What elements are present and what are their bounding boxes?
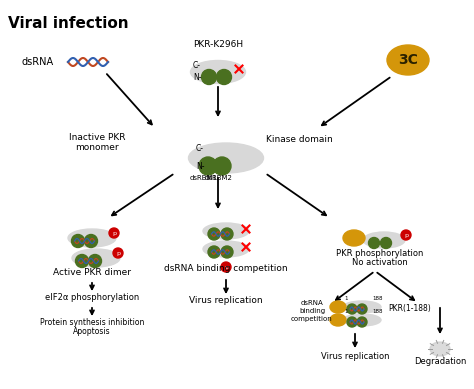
Text: dsRBM2: dsRBM2 [205,175,233,181]
Ellipse shape [387,45,429,75]
Circle shape [199,157,217,175]
Text: Apoptosis: Apoptosis [73,327,111,336]
Ellipse shape [191,61,246,84]
Circle shape [221,228,233,240]
Text: N-: N- [196,161,204,170]
Circle shape [208,228,220,240]
Ellipse shape [343,301,381,313]
Text: p: p [112,231,116,235]
Ellipse shape [203,223,249,239]
Text: binding: binding [299,308,325,314]
Text: Active PKR dimer: Active PKR dimer [53,268,131,277]
Circle shape [72,235,84,247]
Text: Virus replication: Virus replication [189,296,263,305]
Ellipse shape [189,143,264,173]
Text: PKR-K296H: PKR-K296H [193,40,243,49]
Text: dsRBM1: dsRBM1 [190,175,218,181]
Circle shape [347,317,357,327]
Text: 3C: 3C [398,53,418,67]
Ellipse shape [330,301,346,313]
Text: No activation: No activation [352,258,408,267]
Circle shape [84,235,98,247]
Circle shape [221,246,233,258]
Text: PKR(1-188): PKR(1-188) [388,304,431,313]
Text: 1: 1 [344,309,348,314]
Text: C-: C- [196,144,204,152]
Circle shape [357,317,367,327]
Circle shape [89,254,101,268]
Circle shape [217,70,231,84]
Text: Degradation: Degradation [414,357,466,366]
Text: 1: 1 [344,296,348,301]
Ellipse shape [68,229,116,247]
Circle shape [401,230,411,240]
Circle shape [221,262,231,272]
Text: Protein synthesis inhibition: Protein synthesis inhibition [40,318,144,327]
Text: PKR phosphorylation: PKR phosphorylation [337,249,424,258]
Ellipse shape [72,249,120,267]
Text: N-: N- [193,72,201,82]
Circle shape [381,238,392,249]
Text: p: p [224,265,228,270]
Ellipse shape [343,314,381,326]
Circle shape [347,304,357,314]
Ellipse shape [330,314,346,326]
Text: p: p [404,233,408,238]
Circle shape [213,157,231,175]
Text: Inactive PKR: Inactive PKR [69,133,125,142]
Text: 188: 188 [373,296,383,301]
Text: dsRNA: dsRNA [22,57,54,67]
Text: p: p [116,251,120,256]
Circle shape [201,70,217,84]
Text: monomer: monomer [75,143,119,152]
Text: 188: 188 [373,309,383,314]
Text: eIF2α phosphorylation: eIF2α phosphorylation [45,293,139,302]
Text: competition: competition [291,316,333,322]
Circle shape [357,304,367,314]
Circle shape [113,248,123,258]
Circle shape [75,254,89,268]
Text: Viral infection: Viral infection [8,16,128,31]
Circle shape [208,246,220,258]
Text: dsRNA: dsRNA [301,300,323,306]
Ellipse shape [203,241,249,257]
Ellipse shape [430,342,450,356]
Circle shape [368,238,380,249]
Ellipse shape [343,230,365,246]
Text: C-: C- [193,61,201,70]
Text: Kinase domain: Kinase domain [266,135,333,144]
Text: dsRNA binding competition: dsRNA binding competition [164,264,288,273]
Circle shape [109,228,119,238]
Ellipse shape [363,232,405,248]
Text: Virus replication: Virus replication [321,352,389,361]
